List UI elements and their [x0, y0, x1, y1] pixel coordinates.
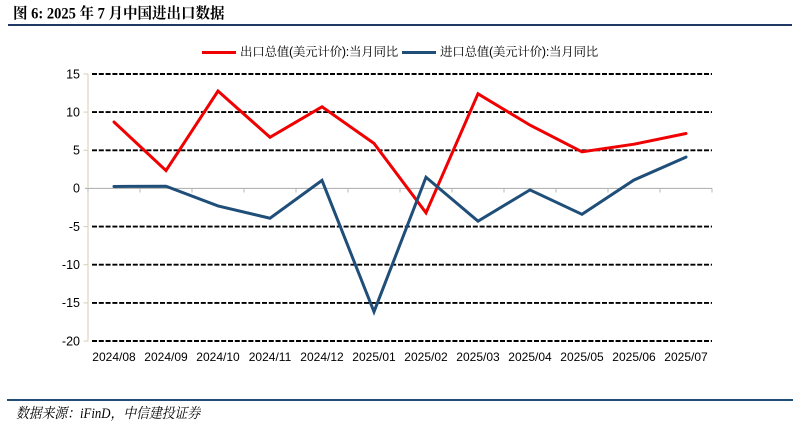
svg-text:2024/12: 2024/12	[300, 350, 344, 364]
svg-text:2024/09: 2024/09	[144, 350, 188, 364]
svg-text:2024/10: 2024/10	[196, 350, 240, 364]
svg-text:2025/04: 2025/04	[508, 350, 552, 364]
svg-text:15: 15	[66, 67, 80, 81]
svg-text:2024/08: 2024/08	[92, 350, 136, 364]
svg-text:2024/11: 2024/11	[249, 350, 292, 364]
svg-text:-10: -10	[62, 258, 80, 272]
svg-text:-20: -20	[62, 334, 80, 348]
svg-text:2025/03: 2025/03	[456, 350, 500, 364]
svg-text:2025/05: 2025/05	[560, 350, 604, 364]
svg-text:5: 5	[73, 144, 80, 158]
svg-text:2025/01: 2025/01	[352, 350, 396, 364]
svg-text:10: 10	[66, 105, 80, 119]
svg-text:2025/02: 2025/02	[404, 350, 448, 364]
svg-text:2025/07: 2025/07	[664, 350, 708, 364]
svg-text:0: 0	[73, 182, 80, 196]
svg-text:-15: -15	[62, 296, 80, 310]
svg-text:-5: -5	[69, 220, 80, 234]
svg-text:2025/06: 2025/06	[612, 350, 656, 364]
